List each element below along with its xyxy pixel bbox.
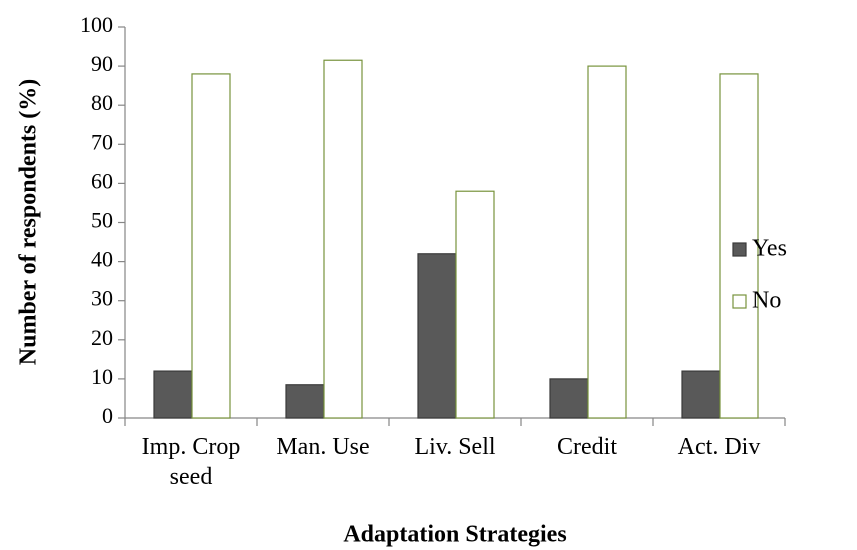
legend-label: No — [752, 288, 781, 314]
bar — [323, 59, 363, 419]
y-tick-label: 30 — [91, 286, 113, 311]
legend-swatch — [732, 242, 747, 257]
bar — [285, 384, 325, 419]
y-tick-label: 100 — [80, 12, 113, 37]
y-tick-label: 90 — [91, 51, 113, 76]
x-axis-title: Adaptation Strategies — [343, 522, 566, 548]
y-tick-label: 40 — [91, 247, 113, 272]
y-tick-label: 0 — [102, 403, 113, 428]
bar — [587, 65, 627, 419]
bar — [153, 370, 193, 419]
y-axis-title: Number of respondents (%) — [16, 79, 42, 365]
bar — [417, 253, 457, 419]
y-tick-label: 80 — [91, 90, 113, 115]
x-tick-label: Imp. Crop seed — [141, 434, 241, 490]
bar — [681, 370, 721, 419]
y-tick-label: 60 — [91, 168, 113, 193]
x-tick-label: Man. Use — [276, 434, 370, 460]
y-tick-label: 10 — [91, 364, 113, 389]
bar — [455, 190, 495, 419]
x-tick-label: Credit — [557, 434, 617, 460]
y-tick-label: 70 — [91, 129, 113, 154]
x-tick-label: Act. Div — [677, 434, 761, 460]
bar — [191, 73, 231, 419]
bar — [549, 378, 589, 419]
y-tick-label: 50 — [91, 208, 113, 233]
legend-label: Yes — [752, 236, 787, 262]
y-tick-label: 20 — [91, 325, 113, 350]
legend-swatch — [732, 294, 747, 309]
x-tick-label: Liv. Sell — [414, 434, 496, 460]
